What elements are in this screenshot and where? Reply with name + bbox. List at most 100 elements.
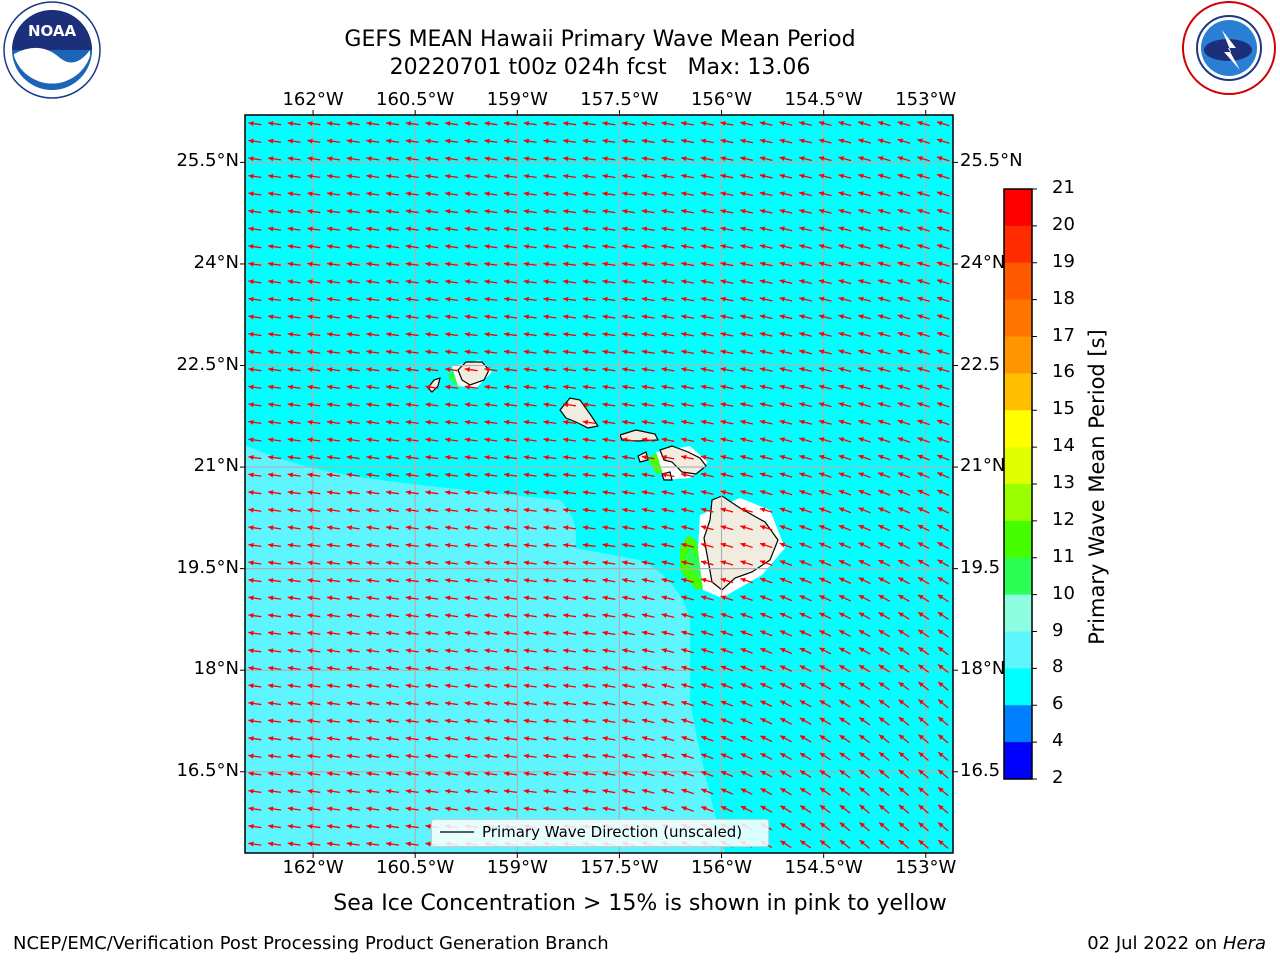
wave-direction-arrow — [405, 753, 419, 759]
wave-direction-arrow — [385, 718, 400, 724]
wave-direction-arrow — [582, 121, 596, 127]
wave-direction-arrow — [385, 630, 400, 636]
wave-direction-arrow — [936, 384, 950, 390]
wave-direction-arrow — [641, 542, 655, 548]
wave-direction-arrow — [405, 138, 419, 144]
wave-direction-arrow — [602, 331, 616, 337]
wave-direction-arrow — [326, 718, 341, 724]
wave-direction-arrow — [897, 156, 911, 162]
wave-direction-arrow — [484, 507, 498, 513]
wave-direction-arrow — [918, 716, 929, 726]
wave-direction-arrow — [582, 472, 596, 478]
wave-direction-arrow — [582, 331, 596, 337]
wave-direction-arrow — [503, 577, 518, 583]
wave-direction-arrow — [621, 173, 636, 179]
wave-direction-arrow — [385, 349, 400, 355]
wave-direction-arrow — [523, 753, 537, 759]
wave-direction-arrow — [720, 805, 734, 813]
wave-direction-arrow — [425, 595, 439, 601]
wave-direction-arrow — [720, 244, 734, 249]
wave-direction-arrow — [248, 244, 262, 250]
wave-direction-arrow — [444, 419, 459, 425]
wave-direction-arrow — [936, 173, 950, 180]
colorbar-segment — [1004, 520, 1032, 559]
wave-direction-arrow — [680, 279, 695, 285]
wave-direction-arrow — [464, 367, 478, 373]
wave-direction-arrow — [621, 525, 636, 531]
wave-direction-arrow — [543, 244, 557, 250]
wave-direction-arrow — [248, 648, 262, 654]
wave-direction-arrow — [878, 821, 890, 832]
wave-direction-arrow — [779, 454, 793, 461]
wave-direction-arrow — [621, 191, 636, 197]
wave-direction-arrow — [759, 542, 773, 549]
wave-direction-arrow — [779, 437, 793, 443]
wave-direction-arrow — [897, 384, 911, 390]
wave-direction-arrow — [700, 367, 714, 372]
lat-tick-label: 21°N — [960, 455, 1006, 477]
wave-direction-arrow — [248, 384, 262, 390]
wave-direction-arrow — [799, 787, 812, 796]
wave-direction-arrow — [799, 665, 812, 672]
wave-direction-arrow — [740, 314, 753, 320]
wave-direction-arrow — [641, 331, 655, 337]
wave-direction-arrow — [405, 244, 419, 250]
wave-direction-arrow — [267, 419, 282, 425]
wave-direction-arrow — [661, 367, 675, 372]
wave-direction-arrow — [720, 437, 734, 443]
wave-direction-arrow — [287, 613, 301, 619]
wave-direction-arrow — [425, 700, 439, 706]
wave-direction-arrow — [641, 683, 655, 689]
wave-direction-arrow — [917, 366, 930, 373]
wave-direction-arrow — [248, 402, 262, 408]
wave-direction-arrow — [346, 121, 360, 127]
wave-direction-arrow — [937, 576, 950, 585]
wave-direction-arrow — [759, 349, 773, 355]
wave-direction-arrow — [562, 191, 577, 197]
wave-direction-arrow — [248, 700, 262, 706]
wave-direction-arrow — [898, 751, 910, 762]
wave-direction-arrow — [720, 208, 734, 214]
wave-direction-arrow — [248, 525, 262, 531]
wave-direction-arrow — [425, 542, 439, 548]
wave-direction-arrow — [307, 384, 321, 390]
wave-direction-arrow — [681, 630, 694, 636]
wave-direction-arrow — [464, 279, 478, 285]
wave-direction-arrow — [937, 804, 949, 814]
wave-direction-arrow — [503, 736, 518, 742]
wave-direction-arrow — [267, 736, 282, 742]
wave-direction-arrow — [779, 560, 793, 566]
wave-direction-arrow — [287, 718, 301, 724]
wave-direction-arrow — [898, 699, 910, 709]
wave-direction-arrow — [720, 173, 734, 179]
wave-direction-arrow — [543, 331, 557, 337]
wave-direction-arrow — [307, 788, 321, 794]
wave-direction-arrow — [720, 735, 734, 742]
wave-direction-arrow — [819, 769, 831, 779]
wave-direction-arrow — [720, 367, 734, 372]
wave-direction-arrow — [898, 769, 910, 779]
wave-direction-arrow — [897, 542, 910, 549]
colorbar-segment — [1004, 742, 1032, 780]
wave-direction-arrow — [425, 771, 439, 777]
legend-label: Primary Wave Direction (unscaled) — [482, 823, 743, 841]
wave-direction-arrow — [838, 472, 852, 478]
wave-direction-arrow — [346, 156, 360, 162]
wave-direction-arrow — [936, 349, 950, 355]
wave-direction-arrow — [779, 822, 792, 831]
wave-direction-arrow — [385, 806, 400, 812]
wave-direction-arrow — [543, 384, 557, 390]
wave-direction-arrow — [759, 437, 773, 443]
wave-direction-arrow — [779, 296, 793, 302]
lat-tick-label: 22.5°N — [176, 353, 239, 375]
wave-direction-arrow — [464, 542, 478, 548]
wave-direction-arrow — [287, 384, 301, 390]
wave-direction-arrow — [543, 595, 557, 601]
wave-direction-arrow — [562, 806, 577, 812]
wave-direction-arrow — [661, 507, 675, 513]
wave-direction-arrow — [700, 770, 714, 777]
wave-direction-arrow — [366, 718, 380, 724]
wave-direction-arrow — [740, 770, 753, 778]
wave-direction-arrow — [346, 314, 360, 320]
wave-direction-arrow — [267, 630, 282, 636]
